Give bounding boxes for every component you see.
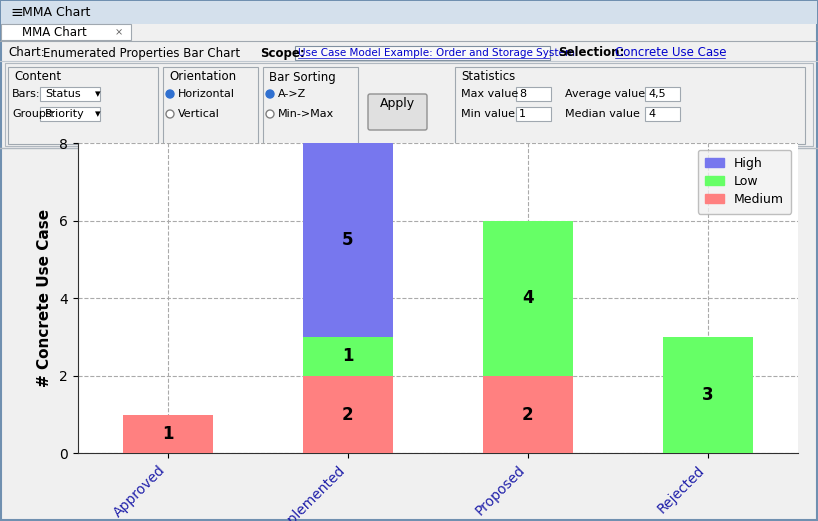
Text: 4: 4	[522, 289, 533, 307]
Text: ▾: ▾	[95, 89, 101, 99]
Legend: High, Low, Medium: High, Low, Medium	[698, 150, 791, 214]
Text: 1: 1	[162, 425, 173, 443]
Text: Selection:: Selection:	[558, 46, 624, 59]
Text: 8: 8	[519, 89, 526, 99]
Text: Chart:: Chart:	[8, 46, 45, 59]
Text: Max value: Max value	[461, 89, 519, 99]
Text: Horizontal: Horizontal	[178, 89, 235, 99]
Text: MMA Chart: MMA Chart	[22, 6, 90, 19]
Text: Median value: Median value	[565, 109, 640, 119]
Text: Average value: Average value	[565, 89, 645, 99]
Bar	[516, 107, 551, 121]
Text: Enumerated Properties Bar Chart: Enumerated Properties Bar Chart	[43, 46, 240, 59]
Text: 1: 1	[519, 109, 526, 119]
Bar	[645, 107, 680, 121]
Bar	[303, 376, 393, 453]
FancyBboxPatch shape	[163, 67, 258, 144]
Text: Concrete Use Case: Concrete Use Case	[615, 46, 726, 59]
Circle shape	[266, 90, 274, 98]
Bar	[1, 1, 817, 24]
Bar	[645, 87, 680, 101]
Text: Min->Max: Min->Max	[278, 109, 335, 119]
Text: ≡: ≡	[10, 5, 23, 20]
Bar	[303, 337, 393, 376]
Text: ⨯: ⨯	[115, 27, 124, 37]
Text: 4: 4	[648, 109, 655, 119]
Text: Use Case Model Example: Order and Storage System: Use Case Model Example: Order and Storag…	[298, 48, 575, 58]
Text: Min value: Min value	[461, 109, 515, 119]
Bar	[40, 87, 100, 101]
Text: A->Z: A->Z	[278, 89, 306, 99]
FancyBboxPatch shape	[8, 67, 158, 144]
Bar	[123, 415, 213, 453]
Text: 5: 5	[342, 231, 353, 249]
Bar	[303, 143, 393, 337]
Circle shape	[166, 110, 174, 118]
Circle shape	[266, 110, 274, 118]
Circle shape	[166, 90, 174, 98]
Text: Status: Status	[45, 89, 81, 99]
Bar	[5, 63, 813, 146]
Text: Apply: Apply	[380, 97, 415, 110]
Text: MMA Chart: MMA Chart	[22, 26, 87, 39]
Bar	[483, 376, 573, 453]
Bar	[663, 337, 753, 453]
FancyBboxPatch shape	[368, 94, 427, 130]
Bar	[516, 87, 551, 101]
Text: 1: 1	[342, 348, 353, 365]
Y-axis label: # Concrete Use Case: # Concrete Use Case	[37, 209, 52, 387]
Bar	[1, 24, 131, 40]
Text: Bars:: Bars:	[12, 89, 41, 99]
Text: Scope:: Scope:	[260, 46, 305, 59]
Text: Bar Sorting: Bar Sorting	[269, 70, 335, 83]
Text: Vertical: Vertical	[178, 109, 220, 119]
Text: 4,5: 4,5	[648, 89, 666, 99]
FancyBboxPatch shape	[263, 67, 358, 144]
Text: ▾: ▾	[95, 109, 101, 119]
Text: Content: Content	[14, 70, 61, 83]
Text: Orientation: Orientation	[169, 70, 236, 83]
FancyBboxPatch shape	[455, 67, 805, 144]
Text: Priority: Priority	[45, 109, 85, 119]
Bar	[483, 221, 573, 376]
Text: Groups:: Groups:	[12, 109, 56, 119]
Text: 3: 3	[702, 386, 713, 404]
Text: Statistics: Statistics	[461, 70, 515, 83]
Bar	[40, 107, 100, 121]
Text: 2: 2	[342, 405, 353, 424]
Text: 2: 2	[522, 405, 533, 424]
FancyBboxPatch shape	[295, 46, 550, 60]
